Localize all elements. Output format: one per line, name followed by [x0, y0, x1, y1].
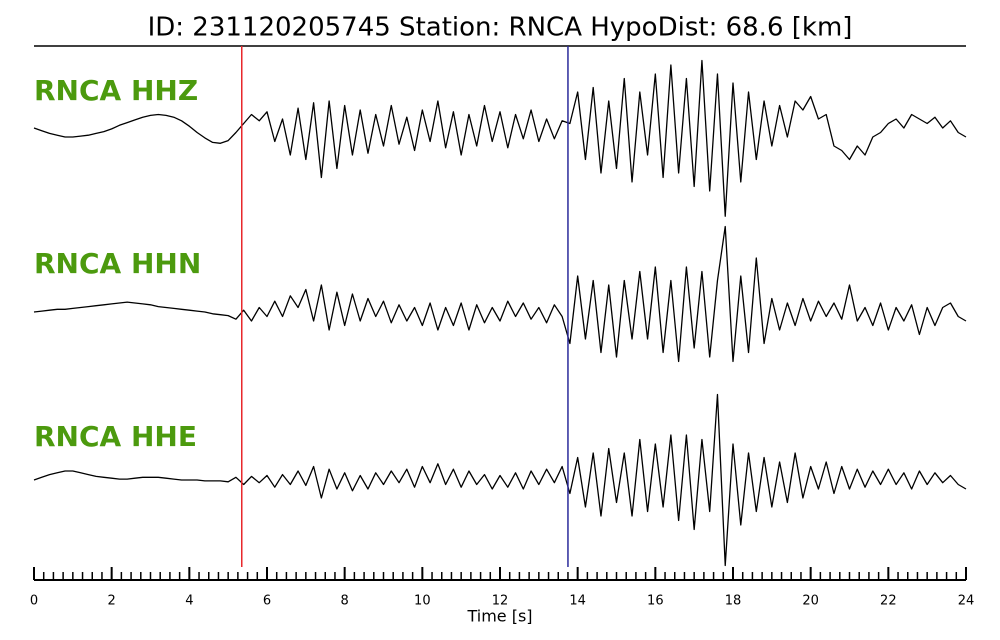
x-tick-label: 0 — [30, 594, 38, 609]
waveform — [33, 225, 967, 363]
x-tick-label: 24 — [958, 594, 975, 609]
trace-label: RNCA HHE — [34, 420, 197, 453]
x-tick-label: 2 — [108, 594, 116, 609]
chart-title: ID: 231120205745 Station: RNCA HypoDist:… — [148, 13, 853, 43]
trace-label: RNCA HHZ — [34, 74, 198, 107]
x-axis-label: Time [s] — [466, 607, 532, 626]
trace-label: RNCA HHN — [34, 247, 201, 280]
x-tick-label: 8 — [341, 594, 349, 609]
x-tick-label: 10 — [414, 594, 431, 609]
x-tick-label: 20 — [802, 594, 819, 609]
x-tick-label: 18 — [725, 594, 742, 609]
x-tick-label: 22 — [880, 594, 897, 609]
waveform — [33, 59, 967, 217]
x-tick-label: 12 — [492, 594, 509, 609]
x-tick-label: 4 — [185, 594, 193, 609]
x-tick-label: 16 — [647, 594, 664, 609]
x-tick-label: 14 — [569, 594, 586, 609]
waveform — [33, 393, 967, 567]
x-tick-label: 6 — [263, 594, 271, 609]
